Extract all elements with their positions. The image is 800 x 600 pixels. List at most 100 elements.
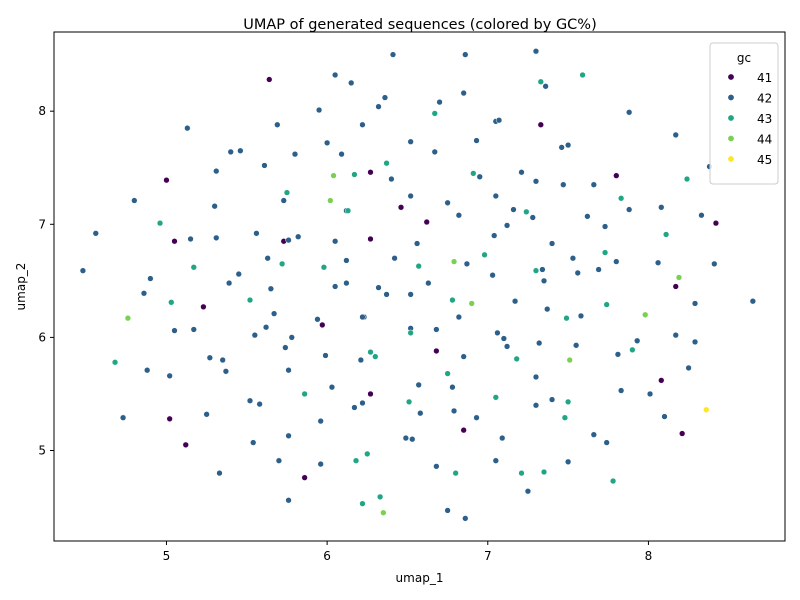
data-point (295, 233, 302, 240)
data-point (383, 291, 390, 298)
data-point (518, 469, 525, 477)
chart-title: UMAP of generated sequences (colored by … (243, 17, 597, 33)
data-point (375, 103, 382, 110)
data-point (536, 339, 543, 347)
legend-title: gc (737, 51, 751, 65)
data-point (407, 192, 414, 200)
data-point (473, 137, 480, 144)
data-point (227, 148, 234, 156)
legend-marker (728, 115, 734, 121)
legend-marker (728, 156, 734, 162)
data-point (166, 372, 173, 380)
data-point (278, 260, 286, 268)
data-point (450, 258, 458, 265)
data-point (601, 223, 609, 230)
data-point (626, 109, 633, 116)
legend: gc 41 42 43 44 45 (709, 42, 779, 185)
data-point (144, 367, 151, 374)
data-point (203, 411, 210, 418)
data-point (344, 207, 352, 214)
data-point (332, 71, 339, 79)
data-point (285, 236, 292, 244)
data-point (375, 284, 382, 291)
data-point (658, 204, 665, 211)
data-point (182, 441, 189, 449)
data-point (402, 434, 409, 442)
data-point (703, 406, 710, 413)
data-point (476, 173, 483, 180)
data-point (274, 121, 281, 128)
data-point (253, 230, 260, 237)
data-point (444, 370, 451, 377)
data-point (332, 283, 339, 290)
data-point (564, 398, 572, 406)
data-point (685, 364, 692, 372)
data-point (617, 195, 625, 202)
data-point (380, 509, 387, 516)
data-point (654, 259, 662, 266)
data-point (698, 212, 705, 219)
data-point (119, 414, 127, 421)
data-point (462, 51, 469, 58)
data-point (280, 197, 287, 204)
data-point (314, 316, 321, 323)
data-point (691, 338, 699, 346)
data-point (590, 181, 597, 188)
data-point (171, 327, 178, 334)
y-tick-label: 8 (38, 104, 46, 118)
data-point (614, 351, 622, 358)
data-point (495, 117, 503, 124)
data-point (184, 124, 191, 132)
data-point (283, 189, 291, 196)
data-point (460, 427, 467, 434)
data-point (225, 279, 233, 287)
data-point (510, 206, 517, 213)
data-point (250, 439, 257, 446)
data-point (367, 169, 374, 176)
data-point (213, 234, 220, 242)
data-point (542, 83, 549, 90)
data-point (661, 413, 668, 420)
data-point (328, 384, 336, 391)
data-point (662, 231, 670, 238)
data-point (327, 197, 334, 204)
data-point (92, 230, 99, 237)
data-point (494, 329, 501, 337)
data-point (216, 469, 223, 477)
data-point (492, 457, 499, 464)
data-point (532, 402, 540, 409)
data-point (425, 279, 432, 287)
legend-label: 44 (757, 133, 772, 147)
data-point (256, 400, 263, 408)
data-point (609, 477, 617, 485)
data-point (367, 235, 374, 243)
data-point (603, 439, 610, 446)
x-tick-label: 8 (645, 549, 653, 563)
data-point (285, 367, 292, 374)
data-point (171, 238, 178, 245)
data-point (317, 460, 324, 468)
data-point (124, 315, 132, 322)
data-point (301, 390, 308, 398)
data-point (561, 414, 569, 421)
data-point (548, 396, 556, 403)
legend-label: 45 (757, 153, 772, 167)
data-point (450, 407, 458, 415)
legend-marker (728, 94, 734, 101)
data-point (524, 488, 532, 495)
data-point (383, 160, 390, 167)
data-point (499, 434, 506, 442)
data-point (449, 384, 456, 391)
data-point (642, 311, 649, 318)
data-point (579, 71, 586, 79)
data-point (319, 321, 326, 329)
data-point (332, 238, 339, 245)
data-point (455, 212, 463, 219)
x-tick-label: 6 (323, 549, 331, 563)
data-point (617, 387, 625, 394)
data-point (415, 262, 422, 270)
data-point (603, 301, 610, 308)
data-point (433, 463, 440, 470)
data-point (364, 450, 371, 458)
